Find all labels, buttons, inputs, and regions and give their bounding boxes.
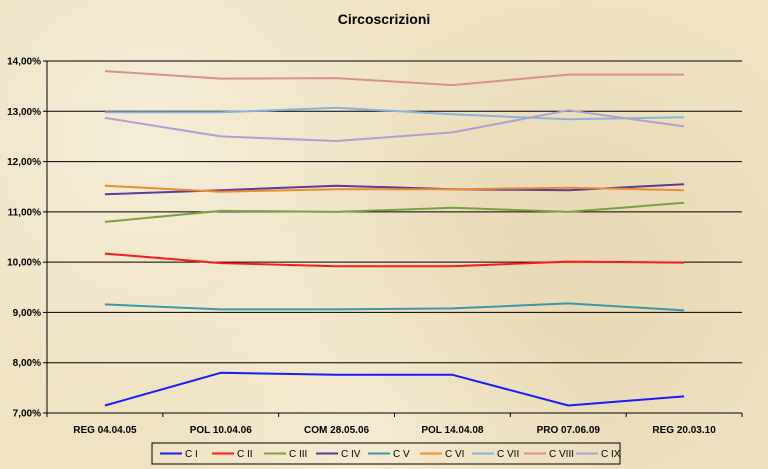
legend-label: C III bbox=[289, 449, 307, 460]
series-line-c-ix bbox=[104, 109, 685, 142]
x-tick-label: PRO 07.06.09 bbox=[537, 425, 601, 436]
y-tick-label: 12,00% bbox=[7, 157, 41, 168]
y-tick-label: 13,00% bbox=[7, 107, 41, 118]
y-tick-label: 14,00% bbox=[7, 57, 41, 68]
legend-label: C II bbox=[237, 449, 253, 460]
y-tick-label: 9,00% bbox=[13, 308, 41, 319]
y-axis-ticks: 7,00% 8,00% 9,00% 10,00% 11,00% 12,00% 13,00% 1… bbox=[7, 57, 47, 420]
x-tick-label: COM 28.05.06 bbox=[304, 425, 369, 436]
legend-label: C V bbox=[393, 449, 410, 460]
y-tick-label: 8,00% bbox=[13, 358, 41, 369]
x-tick-label: POL 14.04.08 bbox=[421, 425, 484, 436]
series-line-c-vii bbox=[104, 106, 685, 121]
series-line-c-vi bbox=[104, 184, 685, 193]
series-line-c-iii bbox=[104, 201, 685, 223]
legend-label: C IX bbox=[601, 449, 621, 460]
series-line-c-ii bbox=[104, 252, 685, 268]
series-lines bbox=[104, 70, 685, 407]
x-axis-ticks: REG 04.04.05 POL 10.04.06 COM 28.05.06 POL … bbox=[46, 413, 743, 436]
y-tick-label: 7,00% bbox=[13, 409, 41, 420]
series-line-c-v bbox=[104, 302, 685, 312]
legend: C I C II C III C IV C V C VI C VII C VIII C IX bbox=[151, 442, 621, 465]
legend-label: C VII bbox=[497, 449, 519, 460]
legend-label: C IV bbox=[341, 449, 361, 460]
series-line-c-viii bbox=[104, 70, 685, 87]
y-tick-label: 11,00% bbox=[8, 207, 41, 218]
x-tick-label: REG 04.04.05 bbox=[73, 425, 137, 436]
legend-label: C VI bbox=[445, 449, 464, 460]
y-tick-label: 10,00% bbox=[7, 258, 41, 269]
axes bbox=[46, 61, 742, 414]
x-tick-label: REG 20.03.10 bbox=[652, 425, 716, 436]
series-line-c-i bbox=[104, 371, 685, 407]
legend-label: C I bbox=[185, 449, 198, 460]
chart-title: Circoscrizioni bbox=[338, 11, 431, 27]
legend-box bbox=[151, 442, 621, 465]
legend-label: C VIII bbox=[549, 449, 574, 460]
gridlines bbox=[47, 60, 742, 414]
x-tick-label: POL 10.04.06 bbox=[190, 425, 253, 436]
